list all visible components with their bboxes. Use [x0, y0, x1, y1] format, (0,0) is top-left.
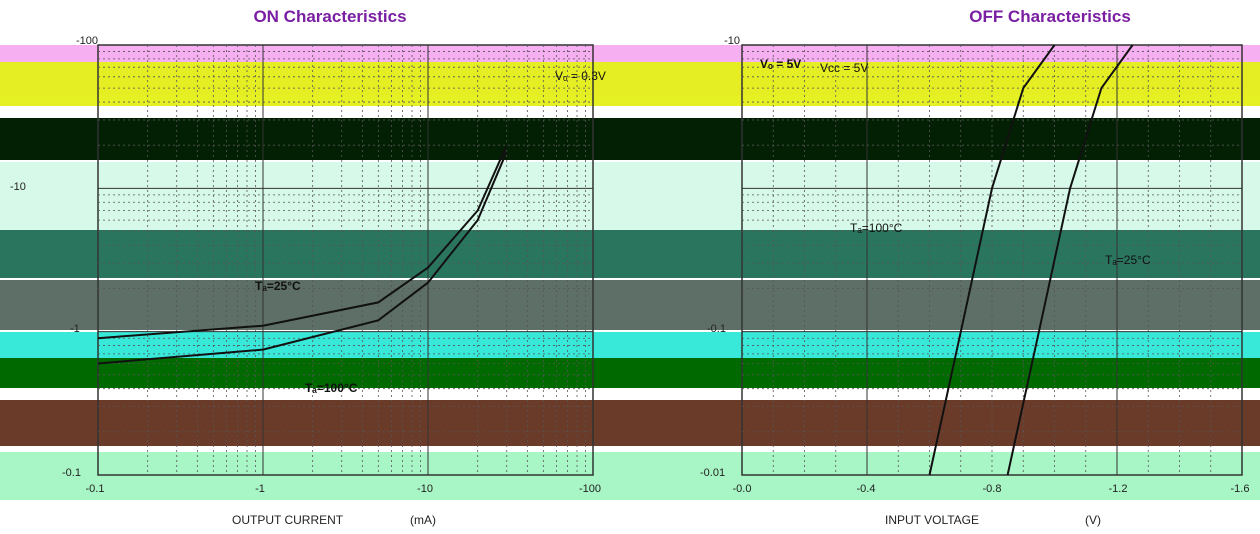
on-annotation-ta25: Tₐ=25°C: [255, 279, 301, 293]
background-band: [0, 280, 1260, 330]
off-xtick-0-4: -0.4: [857, 483, 876, 495]
on-ytick-100: -100: [76, 35, 98, 47]
on-xaxis-label: OUTPUT CURRENT: [232, 513, 344, 527]
on-series-line-1: [97, 144, 508, 340]
off-annotation-ta25: Tₐ=25°C: [1105, 253, 1151, 267]
off-annotation-vo: Vₒ = 5V: [760, 57, 801, 71]
on-xtick-0-1: -0.1: [86, 483, 105, 495]
off-ytick-0-1: -0.1: [707, 323, 726, 335]
background-band: [0, 400, 1260, 446]
off-xtick-0-0: -0.0: [733, 483, 752, 495]
off-gridlines: [742, 45, 1242, 475]
on-gridlines: [98, 45, 593, 475]
off-curves: [928, 44, 1134, 476]
off-xaxis-unit: (V): [1085, 513, 1101, 527]
on-xtick-1: -1: [255, 483, 265, 495]
off-annotation-ta100: Tₐ=100°C: [850, 221, 903, 235]
off-chart-title: OFF Characteristics: [969, 7, 1131, 26]
off-xtick-1-2: -1.2: [1109, 483, 1128, 495]
on-chart-title: ON Characteristics: [253, 7, 406, 26]
off-series-line-1: [928, 44, 1056, 476]
off-annotation-vcc: Vᴄᴄ = 5V: [820, 61, 868, 75]
on-annotation-vo: Vₒ = 0.3V: [555, 69, 606, 83]
on-xaxis-unit: (mA): [410, 513, 436, 527]
background-band: [0, 218, 1260, 230]
off-xaxis-label: INPUT VOLTAGE: [885, 513, 979, 527]
off-xtick-0-8: -0.8: [983, 483, 1002, 495]
on-xtick-100: -100: [579, 483, 601, 495]
background-band: [0, 62, 1260, 106]
on-curves: [97, 144, 508, 365]
on-xtick-10: -10: [417, 483, 433, 495]
off-series-line-2: [1006, 44, 1134, 476]
off-xtick-1-6: -1.6: [1231, 483, 1250, 495]
on-series-line-2: [97, 151, 508, 365]
off-ytick-10: -10: [724, 35, 740, 47]
on-ytick-10: -10: [10, 181, 26, 193]
background-band: [0, 230, 1260, 278]
background-band: [0, 162, 1260, 218]
off-ytick-0-01: -0.01: [700, 467, 725, 479]
on-plot-frame: [97, 44, 594, 476]
background-band: [0, 358, 1260, 388]
on-characteristics-chart: ON Characteristics -100 -10 -1 -0.1 -0.1…: [10, 7, 606, 527]
on-ytick-0-1: -0.1: [62, 467, 81, 479]
on-annotation-ta100: Tₐ=100°C: [305, 381, 358, 395]
background-bands: [0, 45, 1260, 500]
background-band: [0, 452, 1260, 500]
on-ytick-1: -1: [70, 323, 80, 335]
background-band: [0, 118, 1260, 160]
off-characteristics-chart: OFF Characteristics -10 -0.1 -0.01 -0.0 …: [700, 7, 1249, 527]
